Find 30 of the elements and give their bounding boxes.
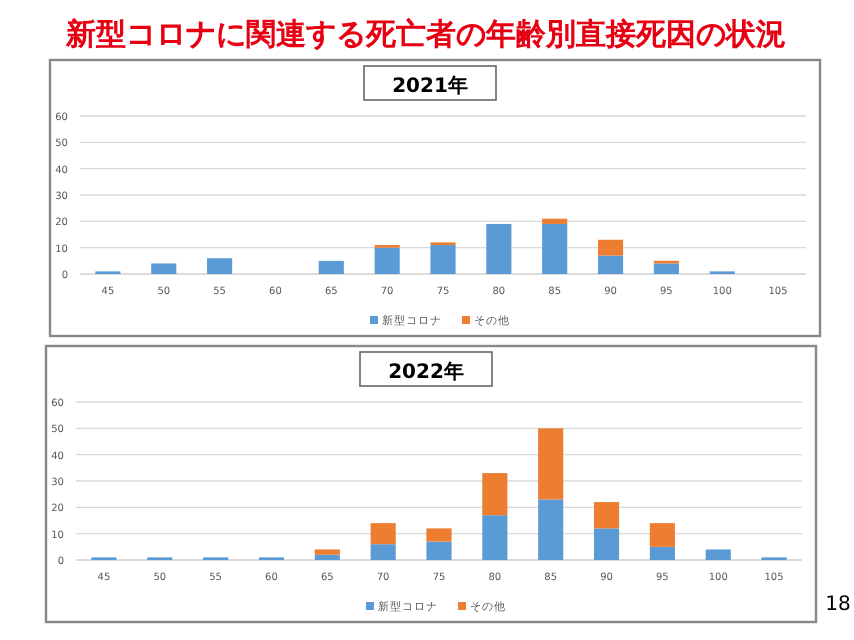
bar <box>538 428 564 500</box>
bar <box>482 515 508 560</box>
bar <box>649 546 675 560</box>
bar <box>482 473 508 516</box>
bar <box>151 263 177 274</box>
bar <box>542 218 568 224</box>
chart-title: 2022年 <box>388 360 464 384</box>
bar <box>593 528 620 560</box>
bar <box>597 239 624 256</box>
bar <box>597 255 624 274</box>
bar <box>705 549 731 560</box>
bar <box>593 502 620 529</box>
bar <box>314 549 340 555</box>
bar <box>314 554 340 560</box>
bar <box>486 223 512 274</box>
bar <box>207 258 233 274</box>
chart-title: 2021年 <box>392 74 468 98</box>
bar <box>370 523 396 545</box>
text: 新型コロナに関連する死亡者の年齢別直接死因の状況 <box>64 16 786 52</box>
bar <box>542 223 568 274</box>
bar <box>370 544 396 560</box>
bar <box>318 260 344 274</box>
bar <box>538 499 564 560</box>
bar <box>426 528 452 542</box>
bar <box>649 523 675 547</box>
bar <box>653 263 679 274</box>
bar <box>426 541 452 560</box>
bar <box>374 247 400 274</box>
text: 18 <box>825 594 851 616</box>
bar <box>430 245 456 274</box>
